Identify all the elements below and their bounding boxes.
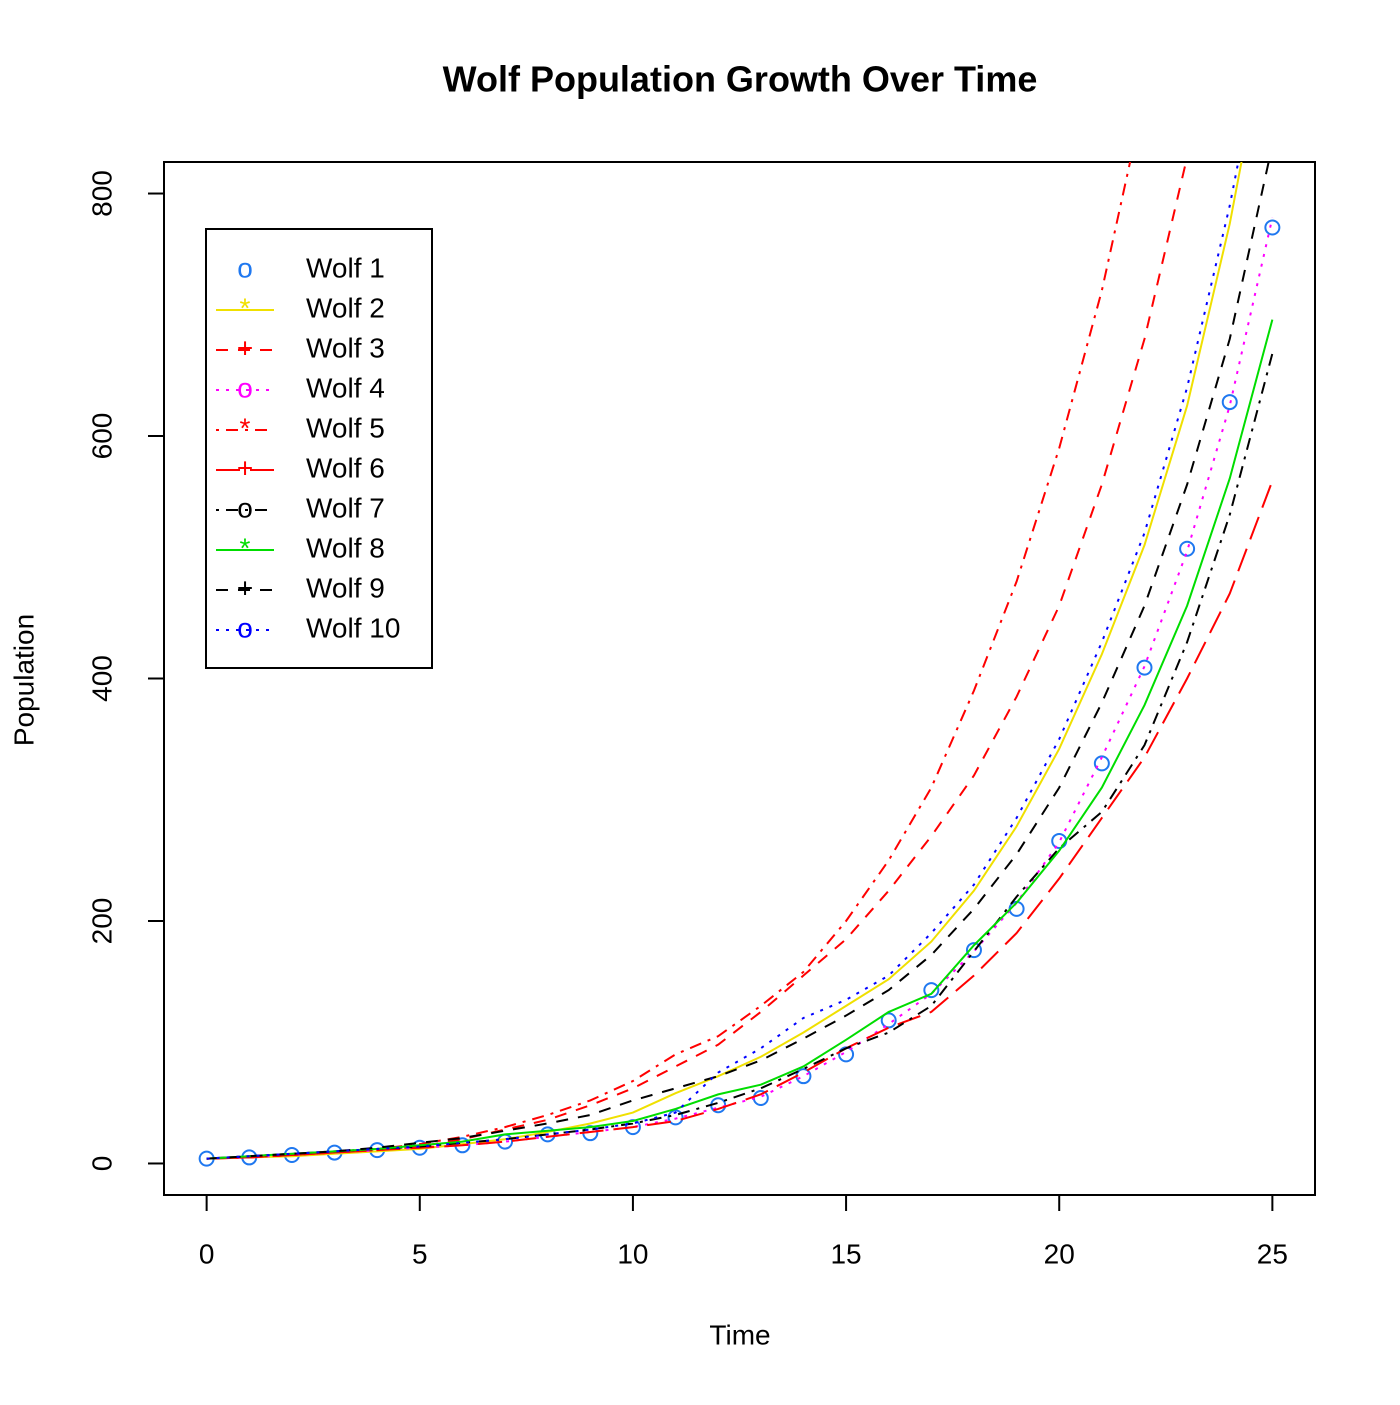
series-line [206, 162, 1243, 1160]
y-tick-label: 800 [86, 170, 117, 217]
x-tick-label: 10 [617, 1238, 648, 1269]
legend-label: Wolf 2 [306, 292, 385, 323]
x-tick-label: 25 [1257, 1238, 1288, 1269]
legend-label: Wolf 8 [306, 532, 385, 563]
legend: o Wolf 1 * Wolf 2 + Wolf 3 o Wolf 4 * Wolf 5 + Wolf… [205, 228, 433, 669]
legend-symbol: * [240, 412, 251, 443]
x-tick-label: 20 [1044, 1238, 1075, 1269]
legend-symbol: o [237, 372, 253, 403]
series-line [206, 480, 1274, 1160]
legend-symbol: o [237, 612, 253, 643]
legend-label: Wolf 9 [306, 572, 385, 603]
y-axis-label: Population [8, 614, 39, 746]
legend-label: Wolf 10 [306, 612, 400, 643]
legend-label: Wolf 4 [306, 372, 385, 403]
series-line [206, 162, 1270, 1160]
x-tick-label: 15 [830, 1238, 861, 1269]
series-line [206, 162, 1132, 1160]
legend-box [205, 228, 433, 669]
legend-symbol: o [237, 252, 253, 283]
plot-area [198, 162, 1281, 1167]
legend-label: Wolf 3 [306, 332, 385, 363]
point [923, 982, 940, 999]
legend-symbol: + [237, 452, 253, 483]
point [1221, 394, 1238, 411]
legend-label: Wolf 7 [306, 492, 385, 523]
y-tick-label: 600 [86, 413, 117, 460]
point [880, 1012, 897, 1029]
y-tick-label: 400 [86, 655, 117, 702]
x-tick-label: 0 [199, 1238, 215, 1269]
point [1136, 659, 1153, 676]
point [1179, 540, 1196, 557]
series-line [206, 353, 1274, 1160]
chart-title: Wolf Population Growth Over Time [443, 59, 1038, 100]
legend-label: Wolf 1 [306, 252, 385, 283]
legend-symbol: + [237, 572, 253, 603]
legend-symbol: * [240, 532, 251, 563]
legend-symbol: * [240, 292, 251, 323]
y-tick-label: 0 [86, 1156, 117, 1172]
legend-label: Wolf 6 [306, 452, 385, 483]
point [1093, 755, 1110, 772]
series-line [206, 319, 1274, 1160]
legend-symbol: o [237, 492, 253, 523]
point [667, 1109, 684, 1126]
x-axis-label: Time [709, 1319, 770, 1350]
point [965, 942, 982, 959]
legend-symbol: + [237, 332, 253, 363]
y-tick-label: 200 [86, 898, 117, 945]
point [1264, 219, 1281, 236]
legend-label: Wolf 5 [306, 412, 385, 443]
x-tick-label: 5 [412, 1238, 428, 1269]
